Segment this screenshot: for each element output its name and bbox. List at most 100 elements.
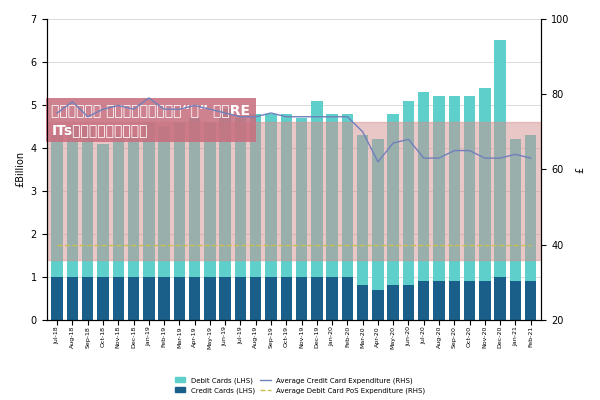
Average Debit Card PoS Expenditure (RHS)	[420, 242, 427, 247]
Average Debit Card PoS Expenditure (RHS)	[527, 242, 534, 247]
Average Debit Card PoS Expenditure (RHS)	[313, 242, 320, 247]
Average Debit Card PoS Expenditure (RHS)	[100, 242, 107, 247]
Bar	[296, 277, 307, 320]
Bar	[464, 281, 475, 320]
Average Debit Card PoS Expenditure (RHS)	[329, 242, 336, 247]
Average Credit Card Expenditure (RHS)	[359, 129, 366, 134]
Average Credit Card Expenditure (RHS)	[451, 148, 458, 153]
Average Credit Card Expenditure (RHS)	[69, 99, 76, 104]
Bar	[509, 139, 521, 281]
Average Debit Card PoS Expenditure (RHS)	[268, 242, 275, 247]
Bar	[281, 277, 292, 320]
Bar	[97, 277, 109, 320]
Average Credit Card Expenditure (RHS)	[206, 107, 214, 112]
Average Credit Card Expenditure (RHS)	[268, 110, 275, 115]
Bar	[525, 281, 536, 320]
Bar	[265, 277, 277, 320]
Average Debit Card PoS Expenditure (RHS)	[221, 242, 229, 247]
Bar	[82, 277, 94, 320]
Average Credit Card Expenditure (RHS)	[191, 103, 198, 108]
Text: 正规实盘配资 不动产资产迎来价値“锁” 公募RE
ITs市场定价机制待完善: 正规实盘配资 不动产资产迎来价値“锁” 公募RE ITs市场定价机制待完善	[52, 103, 250, 137]
Average Debit Card PoS Expenditure (RHS)	[374, 242, 382, 247]
Average Credit Card Expenditure (RHS)	[283, 114, 290, 119]
Y-axis label: £Billion: £Billion	[15, 151, 25, 188]
Bar	[341, 114, 353, 277]
Bar	[418, 92, 430, 281]
Average Credit Card Expenditure (RHS)	[436, 156, 443, 160]
Bar	[296, 118, 307, 277]
Average Credit Card Expenditure (RHS)	[405, 137, 412, 142]
Average Debit Card PoS Expenditure (RHS)	[84, 242, 91, 247]
Average Debit Card PoS Expenditure (RHS)	[145, 242, 152, 247]
Bar	[189, 118, 200, 277]
Bar	[52, 135, 63, 277]
Average Credit Card Expenditure (RHS)	[313, 114, 320, 119]
Bar	[113, 135, 124, 277]
Bar	[388, 114, 399, 285]
Bar	[235, 118, 246, 277]
Bar	[250, 114, 262, 277]
Average Debit Card PoS Expenditure (RHS)	[344, 242, 351, 247]
Average Credit Card Expenditure (RHS)	[176, 107, 183, 112]
Bar	[372, 139, 383, 290]
Bar	[464, 96, 475, 281]
Bar	[341, 277, 353, 320]
Average Credit Card Expenditure (RHS)	[130, 107, 137, 112]
Bar	[265, 114, 277, 277]
Bar	[235, 277, 246, 320]
Average Credit Card Expenditure (RHS)	[389, 141, 397, 146]
Legend: Debit Cards (LHS), Credit Cards (LHS), Average Credit Card Expenditure (RHS), Av: Debit Cards (LHS), Credit Cards (LHS), A…	[172, 374, 428, 396]
Bar	[158, 126, 170, 277]
Bar	[204, 277, 215, 320]
Bar	[204, 122, 215, 277]
Bar	[82, 126, 94, 277]
Bar	[311, 277, 323, 320]
Average Debit Card PoS Expenditure (RHS)	[512, 242, 519, 247]
Bar	[143, 122, 155, 277]
Average Debit Card PoS Expenditure (RHS)	[436, 242, 443, 247]
Bar	[418, 281, 430, 320]
Average Credit Card Expenditure (RHS)	[466, 148, 473, 153]
Average Credit Card Expenditure (RHS)	[100, 107, 107, 112]
Bar	[220, 109, 231, 277]
Average Credit Card Expenditure (RHS)	[53, 110, 61, 115]
Average Credit Card Expenditure (RHS)	[344, 114, 351, 119]
Average Credit Card Expenditure (RHS)	[481, 156, 488, 160]
Average Debit Card PoS Expenditure (RHS)	[206, 242, 214, 247]
Average Debit Card PoS Expenditure (RHS)	[481, 242, 488, 247]
Average Credit Card Expenditure (RHS)	[298, 114, 305, 119]
Average Credit Card Expenditure (RHS)	[237, 114, 244, 119]
Bar	[67, 277, 78, 320]
Average Credit Card Expenditure (RHS)	[420, 156, 427, 160]
Average Credit Card Expenditure (RHS)	[221, 110, 229, 115]
Average Credit Card Expenditure (RHS)	[527, 156, 534, 160]
Average Debit Card PoS Expenditure (RHS)	[497, 242, 504, 247]
Average Credit Card Expenditure (RHS)	[161, 107, 168, 112]
Bar	[449, 281, 460, 320]
Line: Average Credit Card Expenditure (RHS): Average Credit Card Expenditure (RHS)	[57, 98, 530, 162]
Bar	[433, 281, 445, 320]
Average Debit Card PoS Expenditure (RHS)	[389, 242, 397, 247]
Average Debit Card PoS Expenditure (RHS)	[451, 242, 458, 247]
Average Debit Card PoS Expenditure (RHS)	[115, 242, 122, 247]
Bar	[509, 281, 521, 320]
Bar	[479, 281, 491, 320]
Bar	[250, 277, 262, 320]
Bar	[433, 96, 445, 281]
Bar	[388, 285, 399, 320]
Average Debit Card PoS Expenditure (RHS)	[161, 242, 168, 247]
Bar	[173, 122, 185, 277]
Bar	[326, 277, 338, 320]
Average Debit Card PoS Expenditure (RHS)	[191, 242, 198, 247]
Bar	[403, 285, 414, 320]
Average Credit Card Expenditure (RHS)	[374, 160, 382, 164]
Bar	[143, 277, 155, 320]
Bar	[357, 135, 368, 285]
Bar	[311, 101, 323, 277]
Average Credit Card Expenditure (RHS)	[329, 114, 336, 119]
Average Credit Card Expenditure (RHS)	[252, 114, 259, 119]
Bar	[158, 277, 170, 320]
Bar	[479, 88, 491, 281]
Average Debit Card PoS Expenditure (RHS)	[130, 242, 137, 247]
Average Debit Card PoS Expenditure (RHS)	[53, 242, 61, 247]
